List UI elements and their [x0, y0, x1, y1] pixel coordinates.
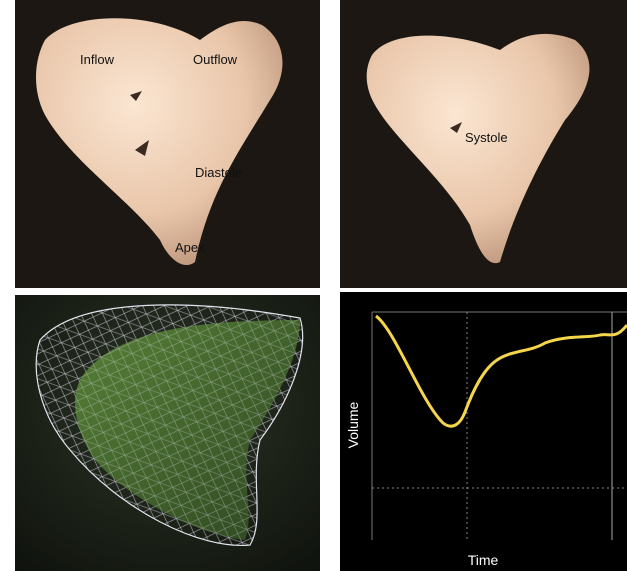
diastole-panel: Inflow Outflow Diastole Apex: [15, 0, 320, 288]
y-label: Volume: [345, 401, 361, 448]
label: Diastole: [195, 165, 242, 180]
systole-panel: Systole: [340, 0, 627, 288]
figure: Inflow Outflow Diastole Apex Systole Vol…: [0, 0, 627, 571]
label: Systole: [465, 130, 508, 145]
label: Outflow: [193, 52, 238, 67]
mesh-panel: [15, 295, 320, 571]
volume-panel: Volume Time: [340, 292, 627, 571]
x-label: Time: [468, 552, 499, 568]
label: Apex: [175, 240, 205, 255]
label: Inflow: [80, 52, 115, 67]
